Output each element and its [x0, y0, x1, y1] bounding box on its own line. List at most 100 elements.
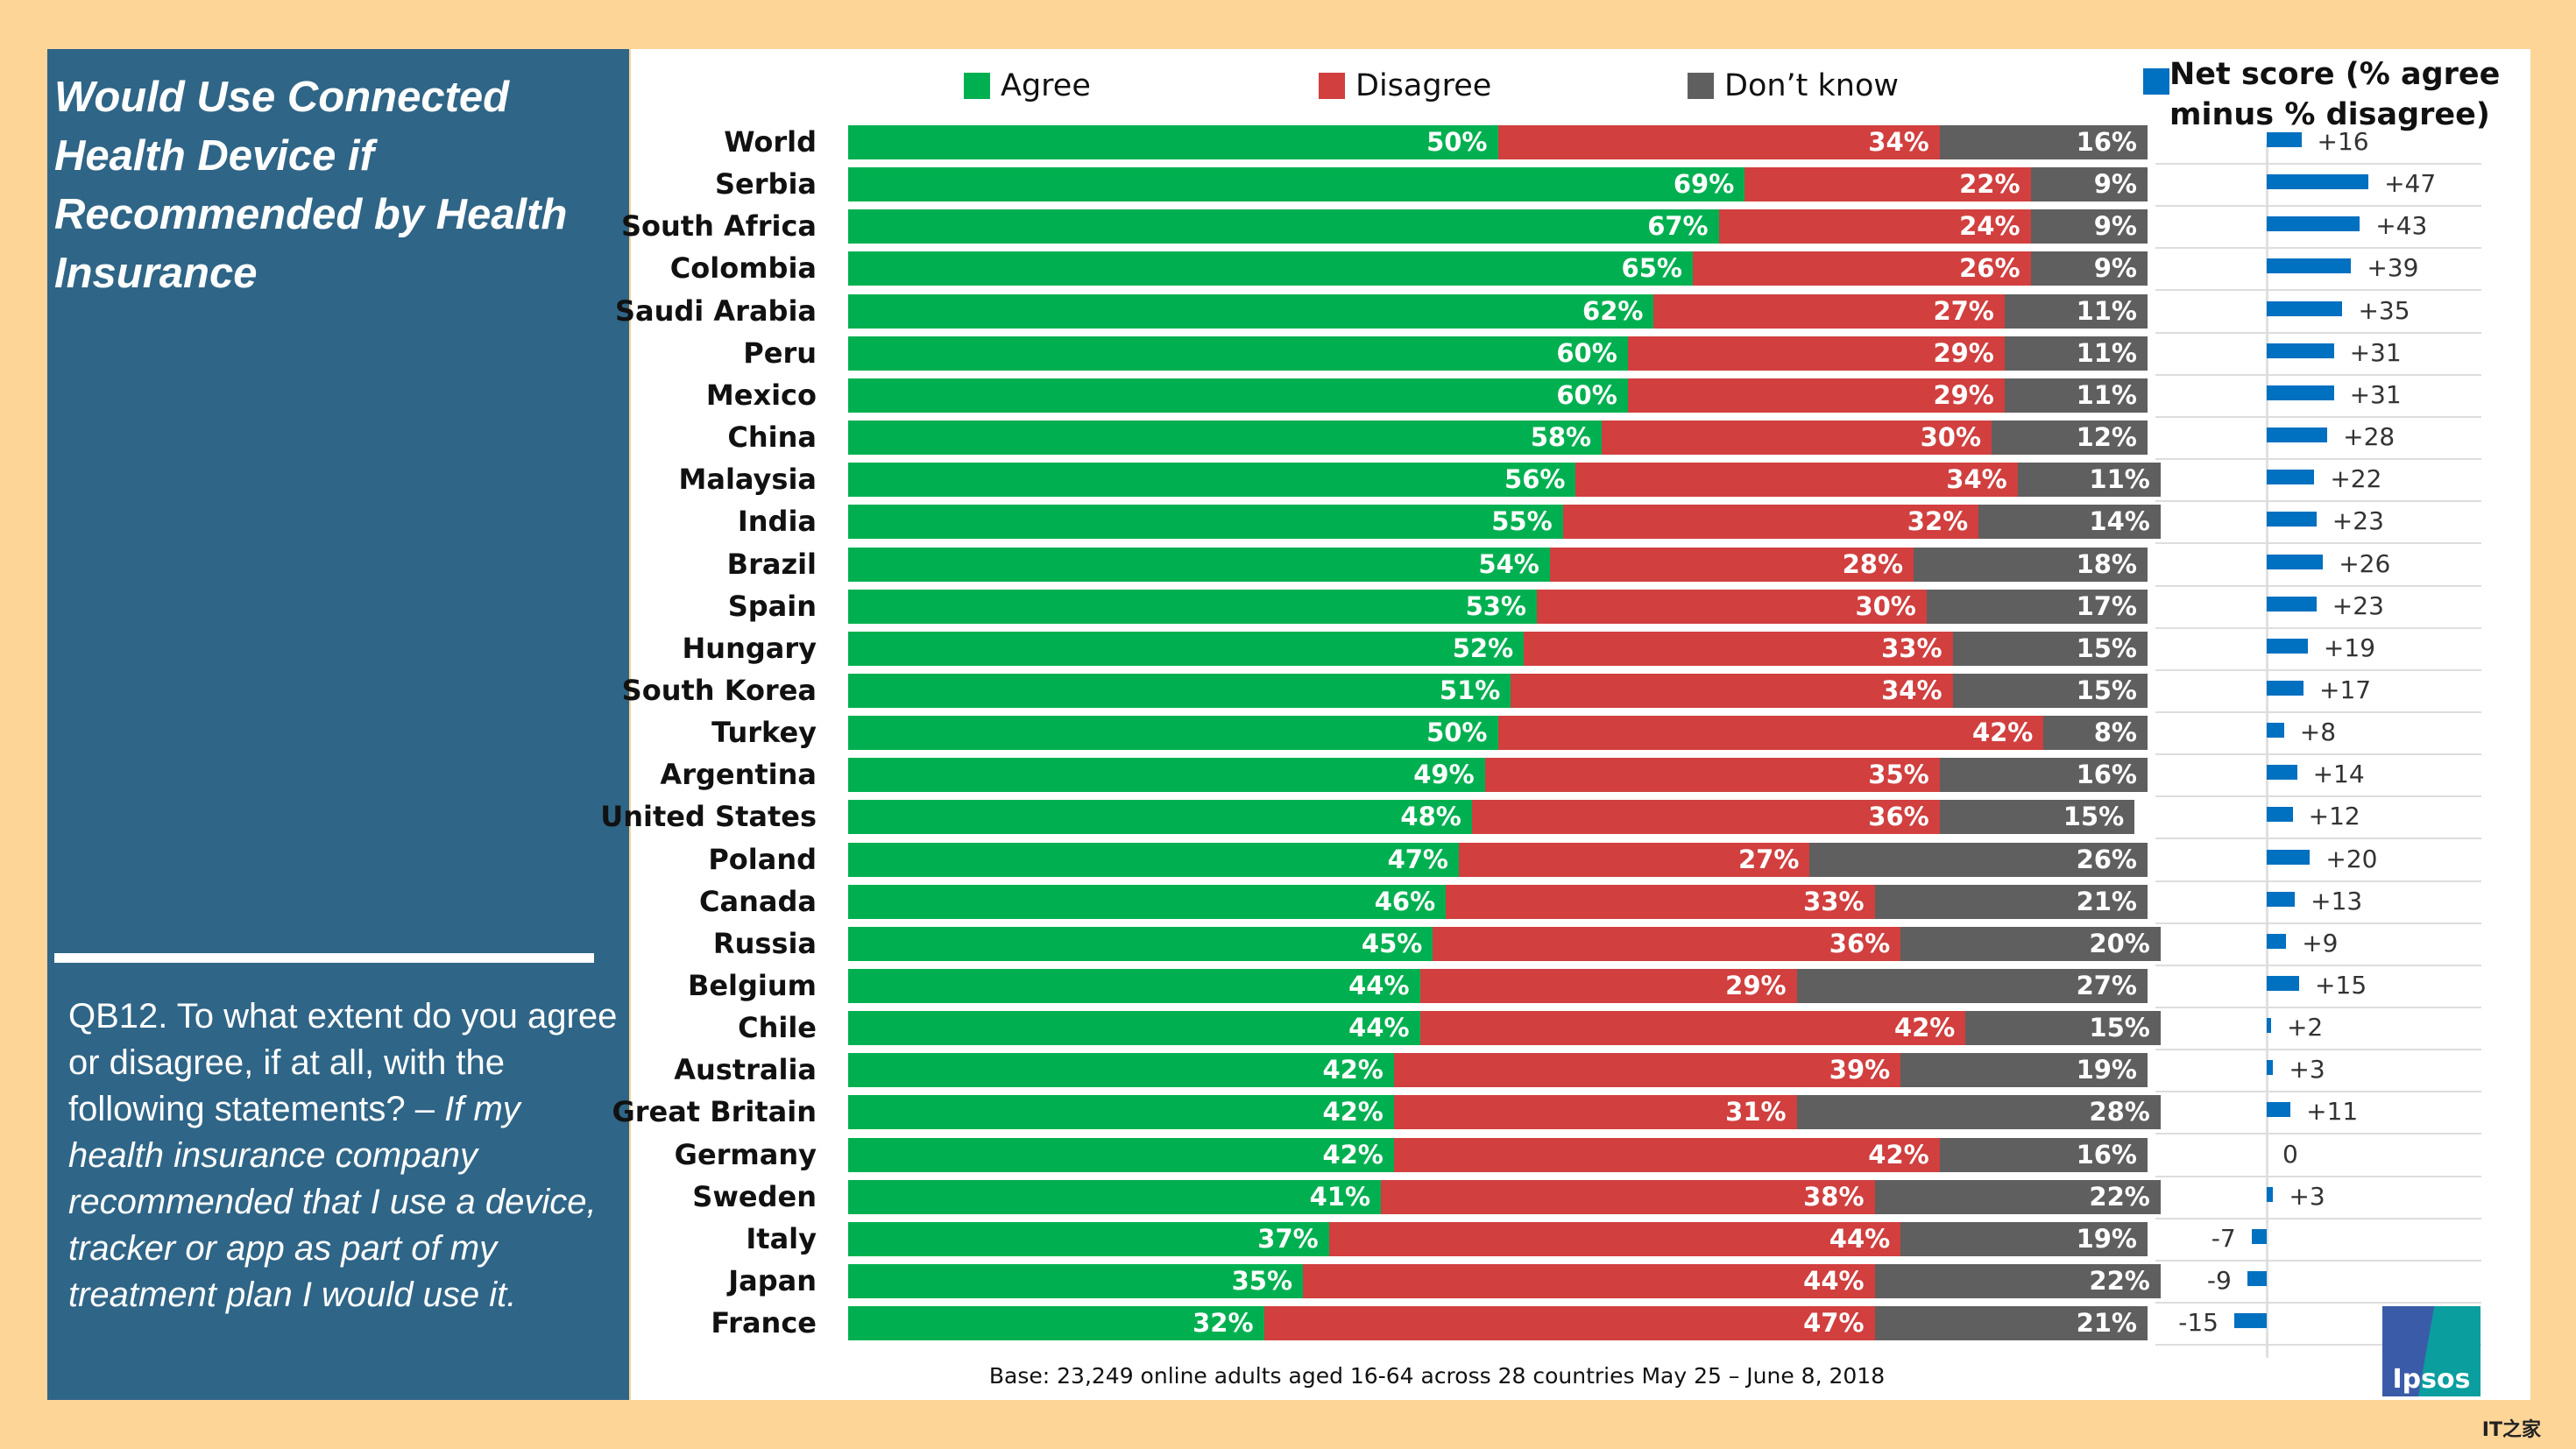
legend-net-score: Net score (% agree minus % disagree): [2143, 54, 2520, 135]
bar-agree: 49%: [848, 758, 1485, 793]
gridline: [2155, 795, 2481, 798]
net-score-label: -15: [2178, 1308, 2219, 1338]
bar-disagree: 42%: [1419, 1011, 1966, 1046]
chart-row: Colombia 65% 26% 9% +39: [631, 247, 2530, 292]
category-label: South Africa: [620, 209, 817, 244]
gridline: [2155, 458, 2481, 461]
watermark: IT之家: [2481, 1419, 2541, 1441]
net-score-label: +22: [2330, 464, 2382, 494]
bar-dont-know: 18%: [1914, 547, 2148, 582]
bar-agree: 53%: [848, 589, 1537, 624]
chart-row: Japan 35% 44% 22% -9: [631, 1260, 2530, 1304]
bar-net-score: [2233, 1313, 2267, 1329]
question-text: QB12. To what extent do you agree or dis…: [68, 993, 620, 1318]
bar-agree: 69%: [848, 167, 1745, 202]
bar-dont-know: 9%: [2030, 209, 2148, 244]
bar-net-score: [2267, 596, 2317, 611]
bar-agree: 44%: [848, 969, 1420, 1003]
gridline: [2155, 289, 2481, 292]
net-score-label: +31: [2349, 337, 2402, 367]
category-label: Spain: [727, 589, 817, 623]
net-score-label: +35: [2358, 295, 2410, 325]
bar-agree: 50%: [848, 716, 1498, 751]
chart-row: Italy 37% 44% 19% -7: [631, 1218, 2530, 1262]
bar-dont-know: 21%: [1874, 1306, 2148, 1341]
bar-net-score: [2267, 174, 2369, 190]
bar-dont-know: 28%: [1796, 1095, 2161, 1130]
bar-disagree: 29%: [1627, 378, 2005, 413]
gridline: [2155, 415, 2481, 418]
net-score-label: +11: [2306, 1097, 2359, 1127]
chart-row: France 32% 47% 21% -15: [631, 1302, 2530, 1347]
bar-disagree: 36%: [1433, 926, 1901, 961]
chart-row: Peru 60% 29% 11% +31: [631, 332, 2530, 376]
legend-label: Don’t know: [1724, 68, 1900, 103]
chart-row: World 50% 34% 16% +16: [631, 121, 2530, 165]
gridline: [2155, 1091, 2481, 1093]
bar-agree: 60%: [848, 336, 1628, 371]
gridline: [2155, 838, 2481, 840]
bar-net-score: [2267, 807, 2293, 823]
bar-agree: 58%: [848, 421, 1603, 456]
chart-row: Serbia 69% 22% 9% +47: [631, 163, 2530, 208]
category-label: Peru: [743, 336, 817, 370]
gridline: [2155, 163, 2481, 165]
bar-dont-know: 21%: [1874, 884, 2148, 919]
chart-row: India 55% 32% 14% +23: [631, 500, 2530, 545]
category-label: South Korea: [621, 673, 817, 707]
gridline: [2155, 247, 2481, 250]
bar-disagree: 30%: [1602, 421, 1992, 456]
bar-disagree: 42%: [1497, 716, 2044, 751]
gridline: [2155, 373, 2481, 376]
bar-disagree: 34%: [1511, 673, 1953, 708]
net-score-label: -7: [2211, 1223, 2236, 1253]
bar-dont-know: 19%: [1900, 1221, 2148, 1256]
bar-disagree: 34%: [1575, 463, 2018, 498]
bar-dont-know: 11%: [2004, 378, 2148, 413]
category-label: Turkey: [711, 716, 817, 750]
bar-agree: 50%: [848, 125, 1498, 159]
bar-net-score: [2267, 680, 2304, 696]
net-score-label: +3: [2289, 1055, 2325, 1085]
bar-agree: 48%: [848, 800, 1472, 835]
bar-disagree: 39%: [1393, 1053, 1901, 1088]
chart-row: Great Britain 42% 31% 28% +11: [612, 1091, 2530, 1135]
legend-swatch-disagree: [1319, 73, 1345, 99]
bar-dont-know: 16%: [1939, 1137, 2148, 1172]
gridline: [2155, 626, 2481, 629]
question-italic: If my health insurance company recommend…: [68, 1090, 597, 1314]
category-label: Great Britain: [612, 1095, 817, 1129]
bar-net-score: [2267, 300, 2343, 316]
bar-agree: 46%: [848, 884, 1447, 919]
bar-dont-know: 9%: [2030, 251, 2148, 286]
bar-dont-know: 15%: [1939, 800, 2135, 835]
gridline: [2155, 1049, 2481, 1051]
net-score-label: +20: [2325, 844, 2378, 873]
bar-dont-know: 15%: [1965, 1011, 2161, 1046]
bar-net-score: [2267, 1186, 2274, 1202]
category-label: Argentina: [660, 758, 817, 792]
chart-row: Australia 42% 39% 19% +3: [631, 1049, 2530, 1093]
legend-disagree: Disagree: [1319, 68, 1491, 103]
bar-dont-know: 20%: [1900, 926, 2161, 961]
category-label: Malaysia: [678, 463, 817, 497]
bar-agree: 65%: [848, 251, 1693, 286]
bar-disagree: 38%: [1381, 1179, 1875, 1214]
bar-dont-know: 12%: [1992, 421, 2148, 456]
bar-dont-know: 11%: [2004, 336, 2148, 371]
bar-net-score: [2267, 132, 2302, 147]
legend-agree: Agree: [964, 68, 1091, 103]
gridline: [2155, 1302, 2481, 1304]
bar-net-score: [2267, 1018, 2271, 1034]
legend-swatch-dont-know: [1688, 73, 1714, 99]
category-label: Canada: [699, 884, 817, 918]
category-label: Chile: [738, 1011, 817, 1045]
bar-agree: 41%: [848, 1179, 1382, 1214]
bar-net-score: [2267, 512, 2317, 527]
gridline: [2155, 542, 2481, 545]
bar-dont-know: 15%: [1952, 673, 2148, 708]
net-score-label: +19: [2323, 633, 2376, 662]
bar-agree: 42%: [848, 1095, 1394, 1130]
bar-net-score: [2267, 976, 2300, 991]
bar-net-score: [2267, 638, 2308, 654]
